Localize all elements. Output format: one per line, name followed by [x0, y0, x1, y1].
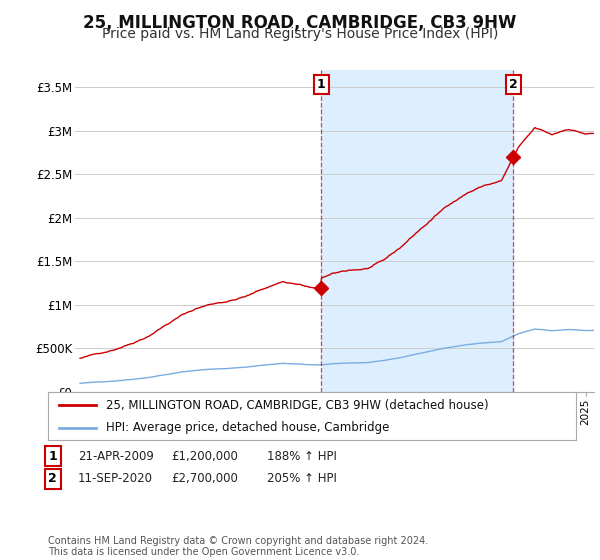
- Text: 1: 1: [49, 450, 57, 463]
- Text: Price paid vs. HM Land Registry's House Price Index (HPI): Price paid vs. HM Land Registry's House …: [102, 27, 498, 41]
- Text: HPI: Average price, detached house, Cambridge: HPI: Average price, detached house, Camb…: [106, 421, 389, 434]
- Text: 2: 2: [509, 78, 518, 91]
- Text: £1,200,000: £1,200,000: [171, 450, 238, 463]
- Text: 25, MILLINGTON ROAD, CAMBRIDGE, CB3 9HW: 25, MILLINGTON ROAD, CAMBRIDGE, CB3 9HW: [83, 14, 517, 32]
- Text: £2,700,000: £2,700,000: [171, 472, 238, 486]
- Text: 188% ↑ HPI: 188% ↑ HPI: [267, 450, 337, 463]
- Text: 205% ↑ HPI: 205% ↑ HPI: [267, 472, 337, 486]
- Text: 1: 1: [317, 78, 325, 91]
- Text: 2: 2: [49, 472, 57, 486]
- Text: 21-APR-2009: 21-APR-2009: [78, 450, 154, 463]
- Text: 11-SEP-2020: 11-SEP-2020: [78, 472, 153, 486]
- Bar: [321, 70, 514, 392]
- Text: 25, MILLINGTON ROAD, CAMBRIDGE, CB3 9HW (detached house): 25, MILLINGTON ROAD, CAMBRIDGE, CB3 9HW …: [106, 399, 489, 412]
- Text: Contains HM Land Registry data © Crown copyright and database right 2024.
This d: Contains HM Land Registry data © Crown c…: [48, 535, 428, 557]
